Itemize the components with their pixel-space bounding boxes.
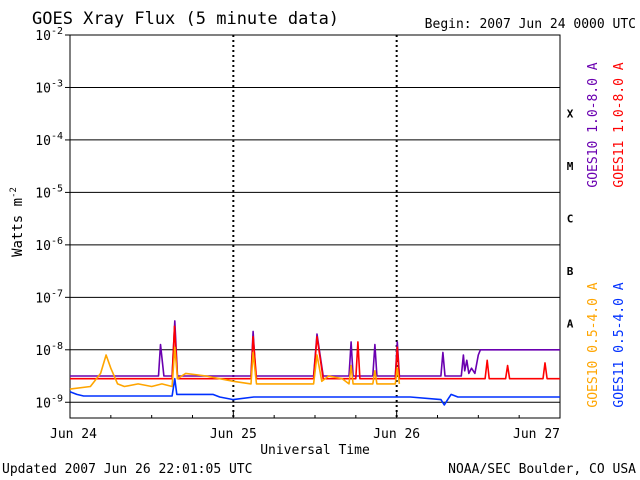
day-markers: [232, 35, 398, 418]
legend-label-0: GOES10 1.0-8.0 A: [586, 62, 601, 187]
y-tick-base-0: 10: [35, 29, 51, 44]
y-axis-title: Watts m-2: [9, 187, 26, 257]
y-tick-label-0: 10-2: [35, 26, 63, 44]
y-tick-base-1: 10: [35, 81, 51, 96]
y-tick-label-6: 10-8: [35, 341, 63, 359]
y-tick-base-7: 10: [35, 396, 51, 411]
y-tick-label-2: 10-4: [35, 131, 63, 149]
legend-label-1: GOES11 1.0-8.0 A: [612, 62, 627, 187]
y-tick-base-2: 10: [35, 134, 51, 149]
series-lines: [69, 320, 560, 406]
updated-label: Updated 2007 Jun 26 22:01:05 UTC: [2, 462, 252, 477]
y-tick-base-4: 10: [35, 239, 51, 254]
x-tick-label-2: Jun 26: [373, 427, 420, 442]
legend-label-3: GOES11 0.5-4.0 A: [612, 282, 627, 407]
y-tick-exponent-6: -8: [51, 341, 63, 352]
y-tick-base-5: 10: [35, 291, 51, 306]
y-tick-exponent-4: -6: [51, 236, 63, 247]
series-line-2: [69, 346, 401, 390]
y-tick-base-3: 10: [35, 186, 51, 201]
chart-title: GOES Xray Flux (5 minute data): [32, 9, 339, 29]
y-axis-title-exponent: -2: [9, 187, 19, 198]
y-tick-label-7: 10-9: [35, 393, 63, 411]
class-label-m: M: [567, 160, 574, 173]
credit-label: NOAA/SEC Boulder, CO USA: [448, 462, 636, 477]
y-tick-exponent-3: -5: [51, 183, 63, 194]
class-label-c: C: [567, 213, 574, 226]
legend: GOES10 1.0-8.0 A GOES11 1.0-8.0 A GOES10 0…: [586, 62, 627, 407]
begin-label: Begin: 2007 Jun 24 0000 UTC: [425, 17, 636, 32]
y-axis: 10-210-310-410-510-610-710-810-9: [35, 26, 70, 411]
y-tick-exponent-2: -4: [51, 131, 63, 142]
y-tick-label-5: 10-7: [35, 288, 63, 306]
flare-class-labels: X M C B A: [567, 108, 574, 331]
y-tick-exponent-5: -7: [51, 288, 63, 299]
class-label-b: B: [567, 265, 574, 278]
y-tick-exponent-7: -9: [51, 393, 63, 404]
y-tick-label-1: 10-3: [35, 78, 63, 96]
class-label-a: A: [567, 318, 574, 331]
y-tick-exponent-1: -3: [51, 78, 63, 89]
x-tick-label-0: Jun 24: [50, 427, 97, 442]
y-tick-label-4: 10-6: [35, 236, 63, 254]
x-tick-label-1: Jun 25: [210, 427, 257, 442]
series-line-3: [69, 377, 560, 406]
grid-lines: [70, 34, 560, 403]
legend-label-2: GOES10 0.5-4.0 A: [586, 282, 601, 407]
x-tick-label-3: Jun 27: [513, 427, 560, 442]
x-axis: Jun 24 Jun 25 Jun 26 Jun 27: [50, 412, 561, 442]
y-axis-title-text: Watts m: [10, 198, 26, 257]
y-tick-exponent-0: -2: [51, 26, 63, 37]
class-label-x: X: [567, 108, 574, 121]
y-tick-label-3: 10-5: [35, 183, 63, 201]
x-axis-title: Universal Time: [260, 443, 370, 458]
y-tick-base-6: 10: [35, 344, 51, 359]
